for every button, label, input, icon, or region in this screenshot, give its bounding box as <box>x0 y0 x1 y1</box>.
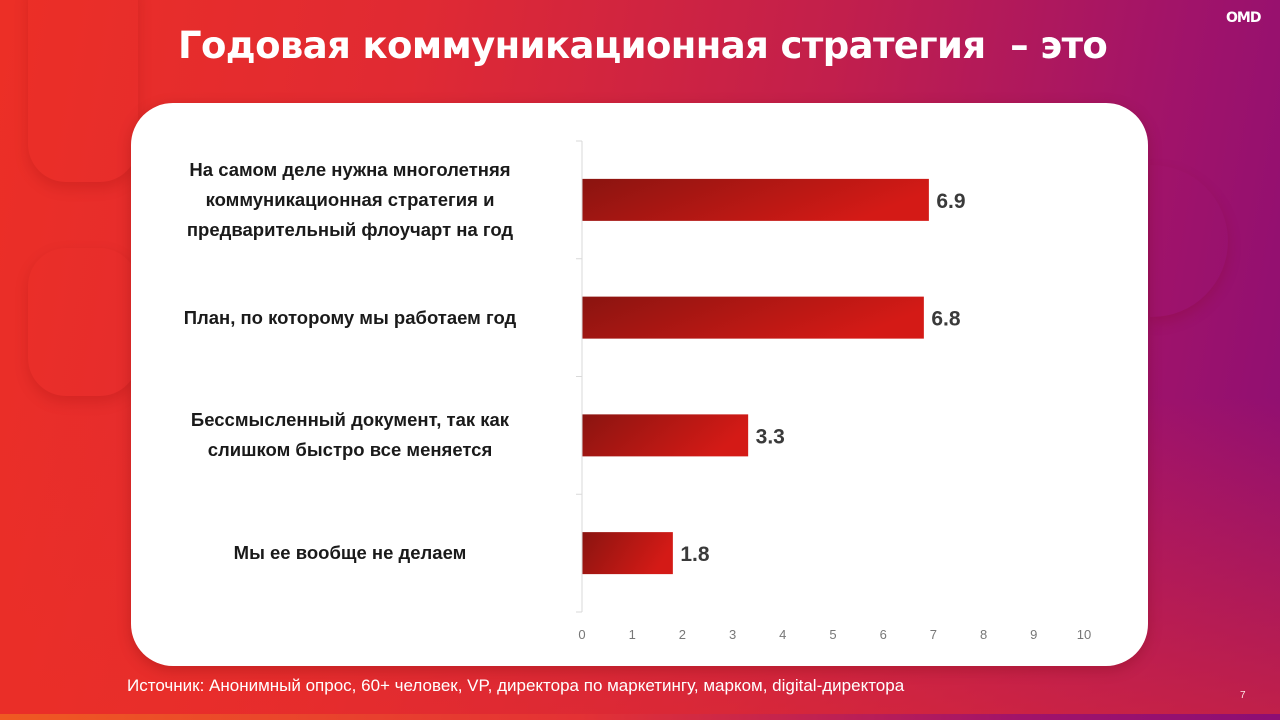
x-tick-label: 1 <box>629 627 636 642</box>
category-label-line: План, по которому мы работаем год <box>183 306 517 328</box>
x-tick-label: 6 <box>880 627 887 642</box>
omd-logo: OMD <box>1226 10 1261 26</box>
x-tick-label: 5 <box>829 627 836 642</box>
category-label-line: На самом деле нужна многолетняя <box>189 158 511 180</box>
category-label: План, по которому мы работаем год <box>140 303 560 333</box>
value-label: 6.8 <box>931 308 961 331</box>
page-number: 7 <box>1240 690 1246 701</box>
category-label: На самом деле нужна многолетняя коммуника… <box>140 155 560 245</box>
bar <box>582 296 924 339</box>
category-label: Мы ее вообще не делаем <box>140 538 560 568</box>
category-label-line: коммуникационная стратегия и <box>205 188 495 210</box>
x-tick-label: 3 <box>729 627 736 642</box>
x-tick-label: 2 <box>679 627 686 642</box>
category-label-line: предварительный флоучарт на год <box>186 218 514 240</box>
category-label-line: Бессмысленный документ, так как <box>190 409 510 431</box>
x-tick-label: 8 <box>980 627 987 642</box>
category-label-line: Мы ее вообще не делаем <box>233 542 467 564</box>
x-tick-label: 4 <box>779 627 786 642</box>
value-label: 1.8 <box>680 543 710 566</box>
bar <box>582 178 929 221</box>
x-tick-label: 0 <box>578 627 585 642</box>
value-label: 6.9 <box>936 190 965 213</box>
source-note: Источник: Анонимный опрос, 60+ человек, … <box>127 676 905 695</box>
category-label-line: слишком быстро все меняется <box>207 439 493 461</box>
bar <box>582 532 673 575</box>
slide-title: Годовая коммуникационная стратегия – это <box>178 24 1108 67</box>
value-label: 3.3 <box>756 425 785 448</box>
x-tick-label: 7 <box>930 627 937 642</box>
x-tick-label: 9 <box>1030 627 1037 642</box>
bottom-accent-strip <box>0 714 1280 720</box>
bar <box>582 414 749 457</box>
category-label: Бессмысленный документ, так как слишком б… <box>140 405 560 465</box>
x-tick-label: 10 <box>1077 627 1091 642</box>
